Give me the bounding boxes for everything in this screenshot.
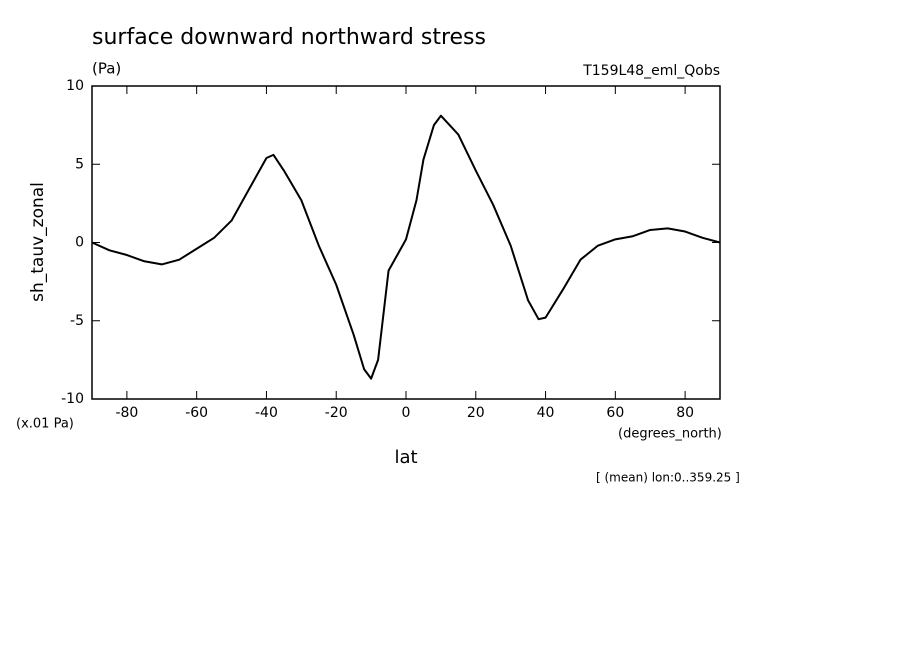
x-tick-label: -40 bbox=[255, 405, 278, 421]
x-tick-label: 80 bbox=[676, 405, 694, 421]
x-tick-label: 40 bbox=[537, 405, 555, 421]
y-tick-label: -5 bbox=[70, 313, 84, 329]
subtitle: (Pa) bbox=[92, 60, 121, 78]
y-tick-label: -10 bbox=[61, 391, 84, 407]
y-axis-label: sh_tauv_zonal bbox=[28, 182, 48, 302]
x-tick-label: -80 bbox=[115, 405, 138, 421]
x-tick-label: -60 bbox=[185, 405, 208, 421]
plot-frame bbox=[91, 85, 721, 400]
x-tick-label: -20 bbox=[325, 405, 348, 421]
x-units: (degrees_north) bbox=[618, 427, 722, 442]
x-tick-label: 60 bbox=[606, 405, 624, 421]
chart-title: surface downward northward stress bbox=[92, 25, 486, 50]
annotation: T159L48_eml_Qobs bbox=[582, 63, 720, 79]
y-units: (x.01 Pa) bbox=[16, 417, 74, 432]
y-tick-label: 10 bbox=[66, 78, 84, 94]
x-tick-label: 0 bbox=[402, 405, 411, 421]
data-line bbox=[91, 114, 721, 380]
footnote: [ (mean) lon:0..359.25 ] bbox=[596, 471, 740, 485]
y-tick-label: 5 bbox=[75, 156, 84, 172]
x-tick-label: 20 bbox=[467, 405, 485, 421]
x-axis-label: lat bbox=[394, 447, 417, 468]
y-tick-label: 0 bbox=[75, 235, 84, 251]
